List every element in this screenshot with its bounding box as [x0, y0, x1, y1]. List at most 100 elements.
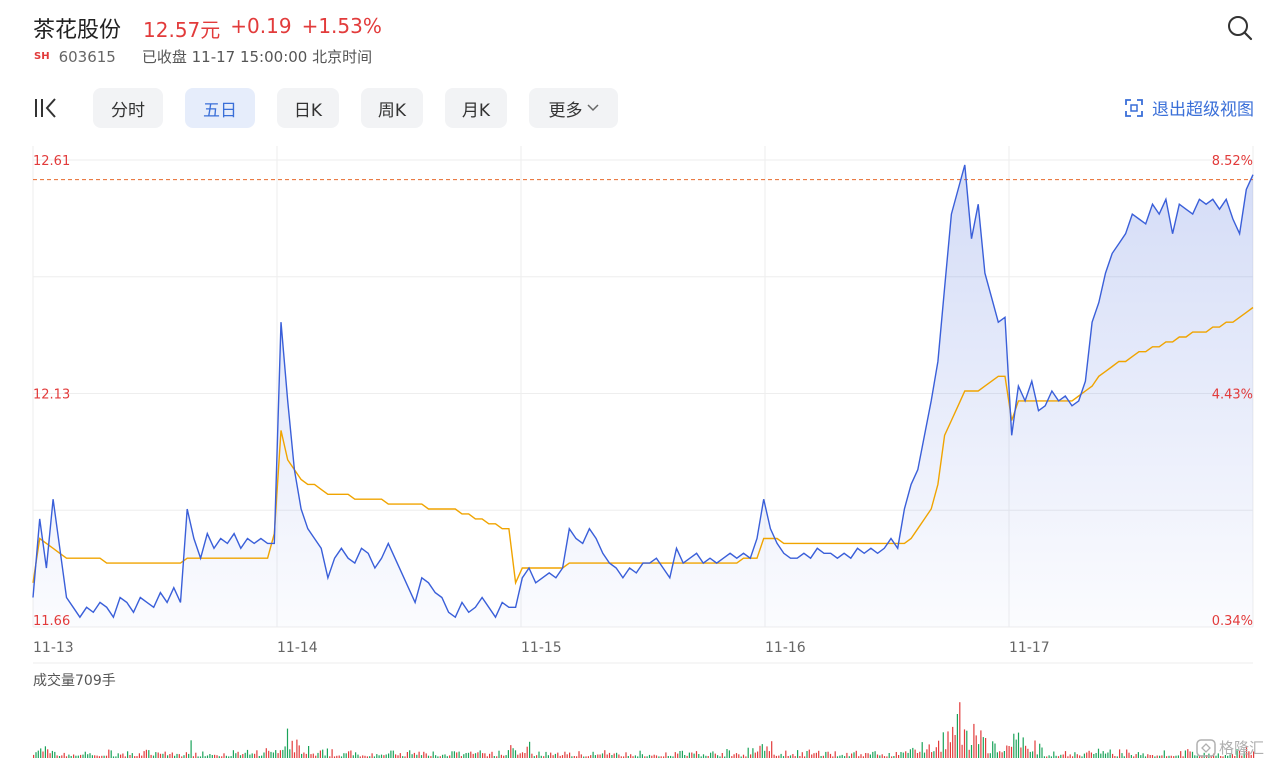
volume-bar [637, 756, 639, 758]
price-line [32, 164, 1254, 619]
volume-bar [343, 753, 345, 758]
exit-super-view-label: 退出超级视图 [1152, 100, 1254, 120]
volume-bar [56, 755, 58, 758]
volume-bar [1206, 755, 1208, 758]
volume-bar [1236, 749, 1238, 758]
volume-bar [768, 751, 770, 758]
volume-bar [286, 728, 289, 758]
volume-bar [773, 754, 775, 758]
volume-bar [235, 753, 237, 758]
volume-bar [152, 755, 155, 758]
volume-bar [808, 749, 810, 758]
volume-bar [872, 751, 874, 758]
volume-bar [33, 754, 35, 758]
tab-month-k[interactable]: 月K [445, 88, 507, 128]
volume-bar [1220, 756, 1222, 758]
volume-bar [606, 754, 608, 758]
volume-bar [293, 752, 296, 758]
volume-bar [738, 754, 740, 758]
stock-header: 茶花股份 12.57元 +0.19 +1.53% [33, 12, 382, 46]
volume-bar [1128, 752, 1130, 758]
volume-bar [181, 756, 183, 758]
volume-bar [444, 754, 446, 758]
volume-bar [1083, 753, 1085, 758]
volume-bar [561, 755, 564, 758]
volume-bar [44, 746, 46, 758]
exit-super-view-button[interactable]: 退出超级视图 [1124, 95, 1254, 120]
volume-bar [437, 756, 439, 758]
volume-bar [923, 752, 926, 758]
volume-bar [914, 749, 916, 758]
volume-bar [611, 755, 613, 758]
collapse-sidebar-button[interactable] [33, 95, 59, 121]
volume-bar [503, 755, 505, 758]
volume-bar [1135, 754, 1137, 758]
volume-bar [860, 754, 862, 758]
volume-bar [898, 755, 900, 758]
volume-bar [91, 755, 93, 758]
search-button[interactable] [1226, 14, 1254, 42]
volume-bar [679, 751, 681, 758]
volume-bar [1069, 754, 1071, 758]
volume-bar [211, 755, 213, 758]
tab-week-k[interactable]: 周K [361, 88, 423, 128]
volume-bar [547, 755, 549, 758]
volume-bar [409, 750, 411, 758]
volume-bar [1187, 749, 1189, 758]
volume-bar [745, 756, 747, 758]
volume-bar [1020, 747, 1022, 758]
volume-bar [940, 751, 942, 758]
volume-bar [141, 755, 143, 758]
volume-bar [449, 755, 451, 758]
volume-bar [639, 750, 641, 758]
volume-bar [717, 755, 719, 758]
volume-bar [663, 756, 665, 758]
tab-fenshi[interactable]: 分时 [93, 88, 163, 128]
volume-bar [477, 752, 479, 758]
volume-bar [573, 756, 575, 758]
tab-more[interactable]: 更多 [529, 88, 618, 128]
market-status: 已收盘 11-17 15:00:00 北京时间 [141, 48, 373, 66]
volume-bar [96, 755, 98, 758]
volume-bar [590, 755, 592, 758]
volume-bar [813, 753, 815, 758]
volume-bar [340, 756, 343, 758]
volume-bar [317, 752, 319, 758]
volume-bar [533, 756, 535, 758]
volume-bar [865, 753, 867, 758]
volume-bar [564, 751, 566, 758]
volume-bar [655, 755, 658, 758]
volume-bar [331, 749, 333, 758]
volume-bar [517, 754, 519, 758]
volume-bar [1072, 756, 1074, 758]
volume-bar [667, 756, 669, 758]
volume-bar [1048, 755, 1050, 758]
y-ticks-right: 8.52% 4.43% 0.34% [1212, 154, 1253, 629]
volume-bar [947, 731, 949, 758]
volume-bar [554, 753, 556, 758]
volume-bar [291, 740, 293, 758]
volume-bar [712, 751, 714, 758]
volume-bar [578, 751, 580, 758]
volume-bar [686, 755, 688, 758]
watermark-label: 格隆汇 [1219, 739, 1265, 757]
volume-bar [270, 751, 272, 758]
volume-bar [888, 753, 890, 758]
volume-bar [209, 754, 211, 758]
volume-bar [597, 754, 599, 758]
volume-bar [956, 714, 958, 758]
volume-bar [1046, 756, 1048, 758]
volume-bar [136, 756, 138, 758]
tab-day-k[interactable]: 日K [277, 88, 339, 128]
volume-bar [616, 752, 618, 758]
volume-bar [1201, 755, 1203, 758]
volume-bar [550, 752, 552, 758]
volume-bar [787, 756, 789, 758]
tab-wuri[interactable]: 五日 [185, 88, 255, 128]
volume-bar [632, 756, 634, 758]
volume-bar [47, 749, 49, 758]
volume-bar [613, 753, 615, 758]
volume-bar [472, 753, 474, 758]
volume-bar [507, 750, 509, 758]
volume-bar [105, 755, 108, 758]
